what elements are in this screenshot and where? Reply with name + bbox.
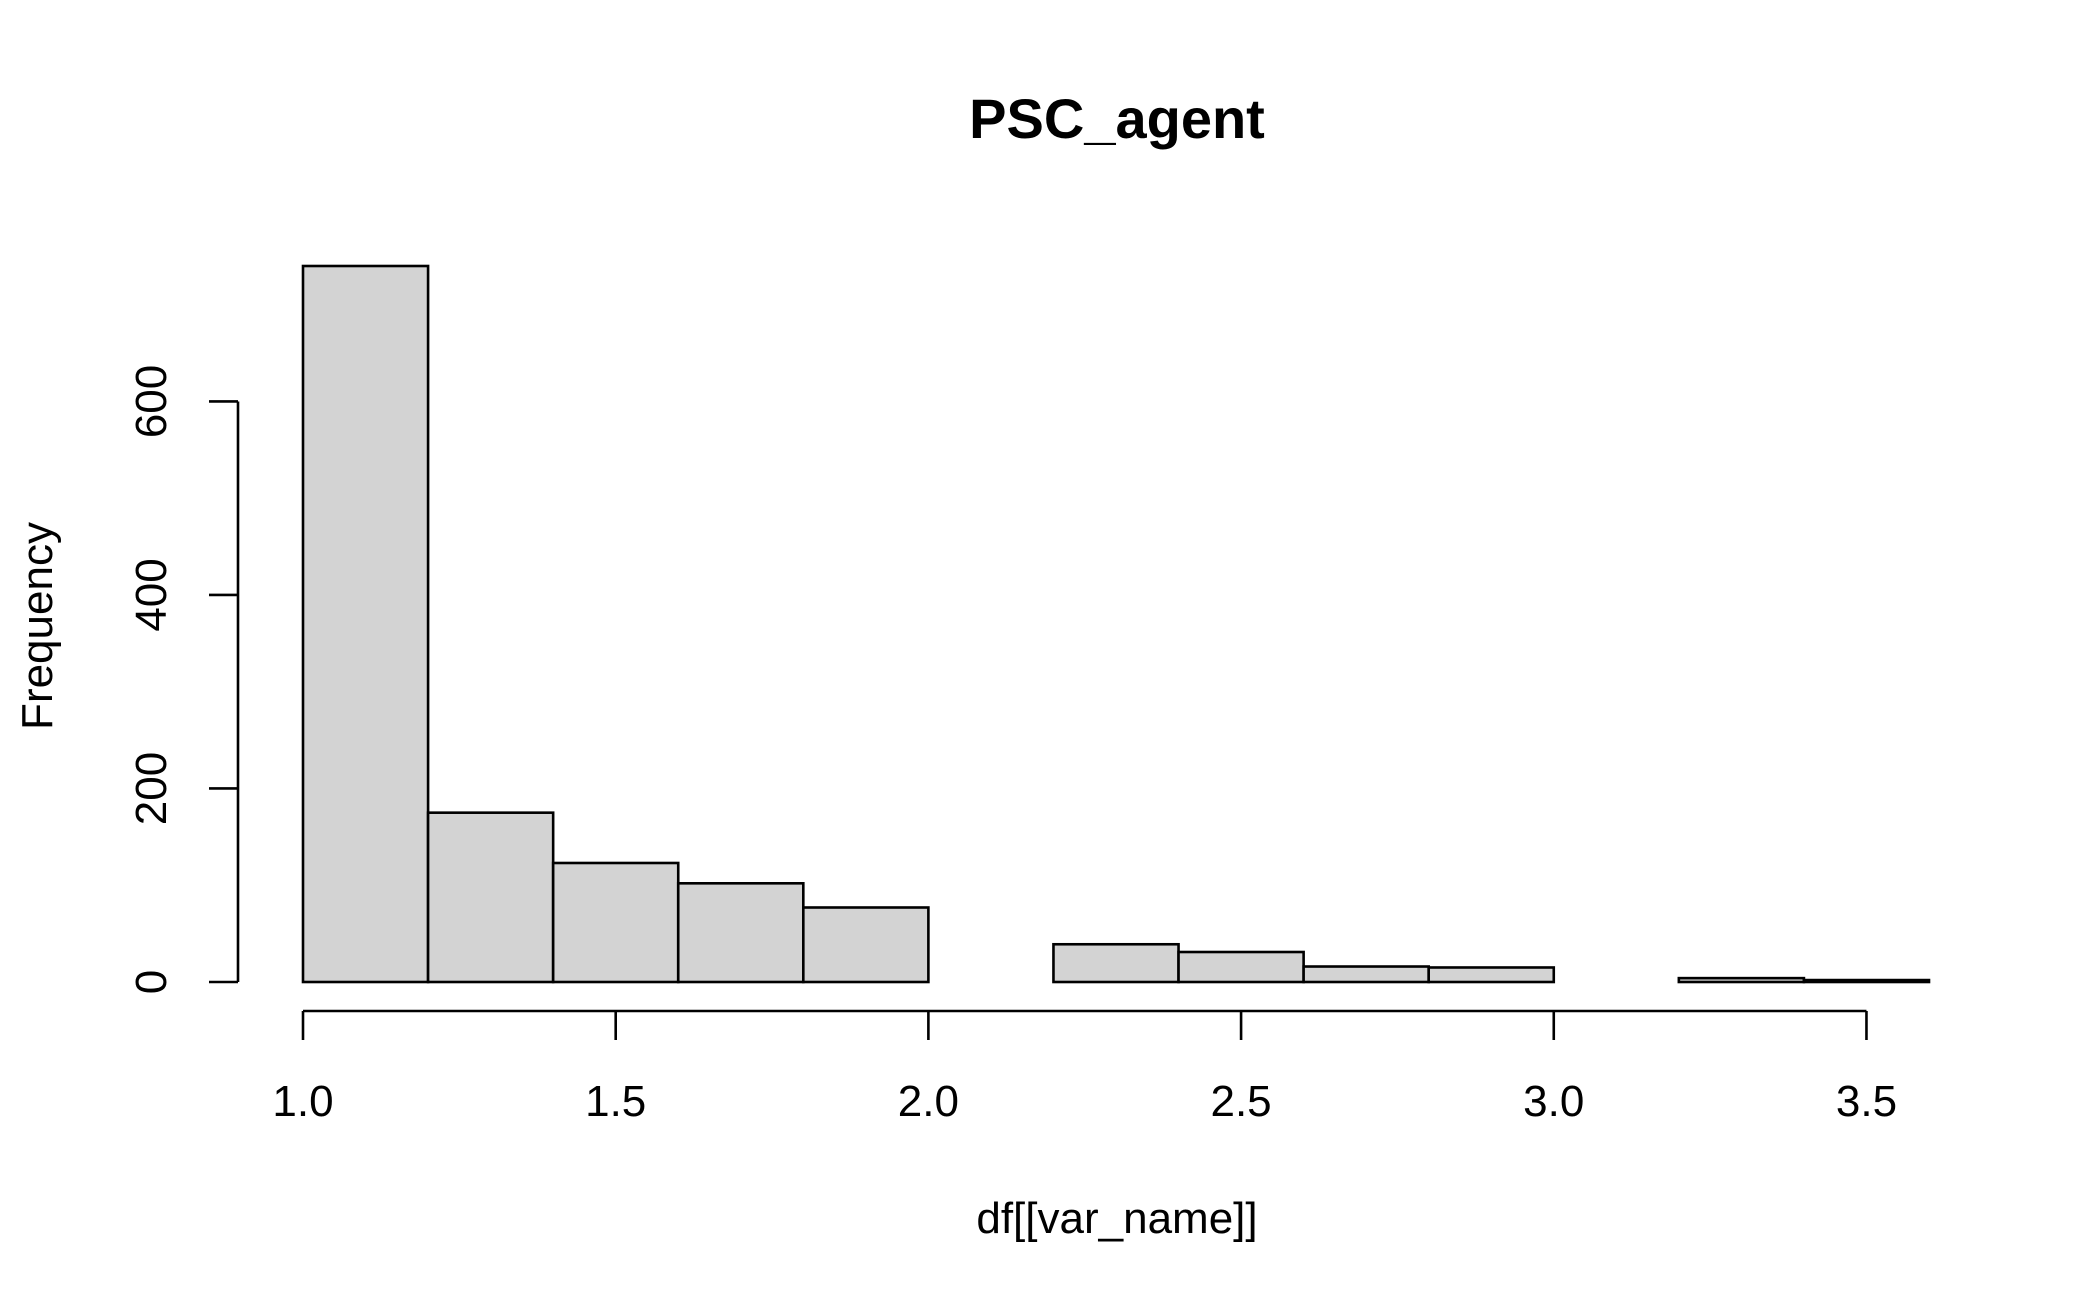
- y-axis: 0 200 400 600: [127, 365, 240, 994]
- x-axis: 1.0 1.5 2.0 2.5 3.0 3.5: [272, 1009, 1897, 1126]
- x-tick-label: 3.0: [1523, 1077, 1584, 1126]
- histogram-bar: [301, 264, 430, 984]
- y-tick-label: 0: [127, 970, 176, 994]
- x-tick-label: 2.0: [898, 1077, 959, 1126]
- y-tick-label: 200: [127, 752, 176, 825]
- histogram-bar: [426, 811, 555, 984]
- histogram-bar: [1052, 942, 1180, 984]
- histogram-bar: [1177, 950, 1305, 984]
- y-axis-title: Frequency: [13, 522, 62, 730]
- histogram-bar: [802, 906, 930, 984]
- x-tick-label: 1.0: [272, 1077, 333, 1126]
- histogram-bar: [1302, 965, 1430, 984]
- histogram-bar: [551, 861, 680, 984]
- x-tick-label: 3.5: [1836, 1077, 1897, 1126]
- y-tick-label: 400: [127, 558, 176, 631]
- x-tick-label: 1.5: [585, 1077, 646, 1126]
- histogram-bar: [1427, 966, 1556, 984]
- y-tick-label: 600: [127, 365, 176, 438]
- x-tick-label: 2.5: [1210, 1077, 1271, 1126]
- histogram-bar: [1677, 976, 1806, 984]
- x-axis-title: df[[var_name]]: [976, 1194, 1257, 1243]
- histogram-bar: [676, 882, 805, 984]
- chart-title: PSC_agent: [969, 87, 1265, 150]
- histogram-bar: [1802, 978, 1931, 984]
- bars-group: [301, 264, 1931, 984]
